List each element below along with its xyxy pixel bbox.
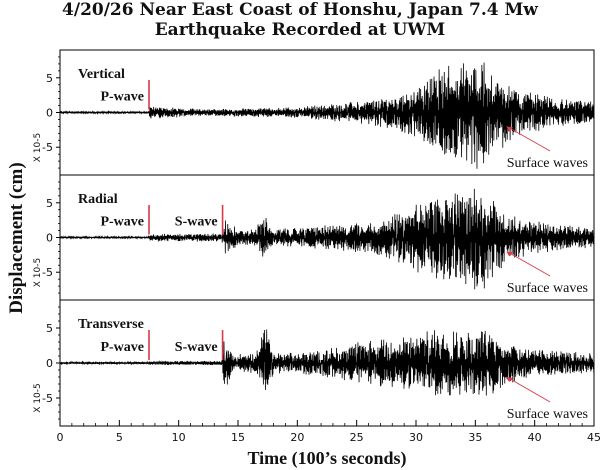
x-tick-label: 35 [468,431,482,444]
x-tick-label: 40 [528,431,542,444]
panel-transverse-y-multiplier: X 10-5 [33,383,43,412]
panel-vertical-y-tick-label: 0 [46,107,53,120]
panel-vertical-p-wave-label: P-wave [100,90,144,105]
x-tick-label: 45 [587,431,600,444]
panel-radial-s-wave-label: S-wave [175,215,218,230]
panel-vertical-label: Vertical [78,67,125,82]
chart-title-line-2: Earthquake Recorded at UWM [154,20,446,40]
panel-radial-waveform [59,188,595,290]
y-axis-label: Displacement (cm) [6,162,27,313]
x-tick-label: 10 [172,431,186,444]
panel-vertical-y-tick-label: 5 [46,72,53,85]
panel-vertical-surface-arrowhead [506,126,514,132]
chart-title-line-1: 4/20/26 Near East Coast of Honshu, Japan… [62,0,538,20]
panel-transverse-surface-arrowhead [506,377,514,382]
panel-vertical-y-multiplier: X 10-5 [33,133,43,162]
x-tick-label: 5 [116,431,123,444]
panel-transverse-s-wave-label: S-wave [175,340,218,355]
panel-transverse-p-wave-label: P-wave [100,340,144,355]
panel-transverse-surface-label: Surface waves [507,407,588,422]
panel-radial-p-wave-label: P-wave [100,215,144,230]
x-axis-label: Time (100’s seconds) [248,448,407,469]
panel-transverse-waveform [59,329,595,396]
panel-radial-y-tick-label: 0 [46,232,53,245]
panel-transverse-y-tick-label: 5 [46,322,53,335]
x-tick-label: 25 [350,431,364,444]
panel-radial-surface-arrow [509,252,551,277]
x-tick-label: 20 [290,431,304,444]
panel-vertical-y-tick-label: -5 [42,141,53,154]
panel-transverse-label: Transverse [78,317,144,332]
panel-vertical-waveform [59,62,595,169]
x-tick-label: 0 [57,431,64,444]
panel-radial-surface-label: Surface waves [507,281,588,296]
panel-transverse-surface-arrow [509,378,551,403]
x-tick-label: 30 [409,431,423,444]
x-tick-label: 15 [231,431,245,444]
panel-vertical-surface-label: Surface waves [507,156,588,171]
panel-vertical-surface-arrow [509,127,551,152]
panel-radial-y-tick-label: -5 [42,266,53,279]
chart-title: 4/20/26 Near East Coast of Honshu, Japan… [0,0,600,40]
panel-radial-surface-arrowhead [506,251,514,257]
panel-transverse-y-tick-label: 0 [46,357,53,370]
panel-radial-label: Radial [78,192,118,207]
panel-radial-y-tick-label: 5 [46,197,53,210]
panel-transverse-y-tick-label: -5 [42,392,53,405]
panel-radial-y-multiplier: X 10-5 [33,258,43,287]
